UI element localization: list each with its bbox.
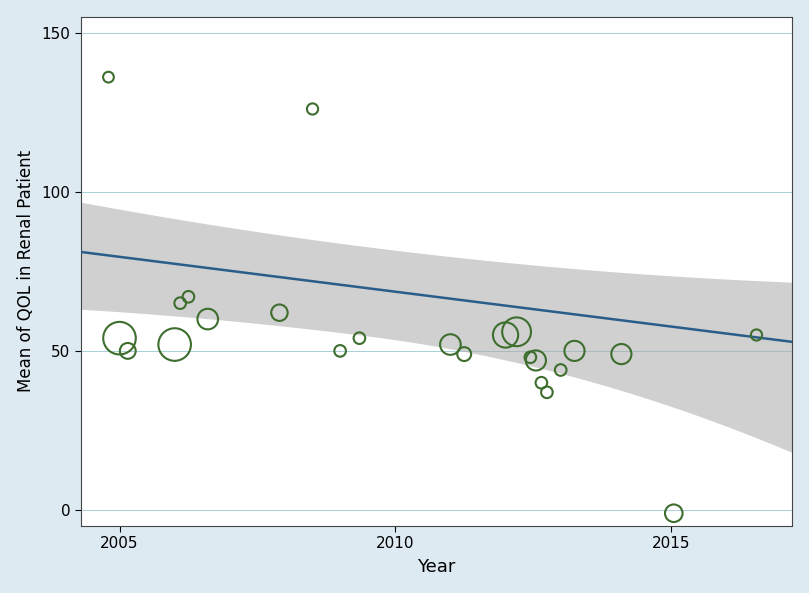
Point bbox=[554, 365, 567, 375]
Point bbox=[353, 333, 366, 343]
Point bbox=[750, 330, 763, 340]
Point bbox=[524, 352, 537, 362]
Point bbox=[529, 356, 542, 365]
Point bbox=[535, 378, 548, 387]
Point bbox=[540, 388, 553, 397]
Point bbox=[174, 298, 187, 308]
X-axis label: Year: Year bbox=[417, 559, 455, 576]
Point bbox=[201, 314, 214, 324]
Point bbox=[102, 72, 115, 82]
Point bbox=[568, 346, 581, 356]
Point bbox=[182, 292, 195, 301]
Point bbox=[333, 346, 346, 356]
Point bbox=[667, 508, 680, 518]
Point bbox=[113, 333, 126, 343]
Point bbox=[499, 330, 512, 340]
Point bbox=[306, 104, 319, 114]
Point bbox=[615, 349, 628, 359]
Point bbox=[510, 327, 523, 337]
Point bbox=[121, 346, 134, 356]
Point bbox=[273, 308, 286, 317]
Y-axis label: Mean of QOL in Renal Patient: Mean of QOL in Renal Patient bbox=[17, 150, 35, 393]
Point bbox=[458, 349, 471, 359]
Point bbox=[168, 340, 181, 349]
Point bbox=[444, 340, 457, 349]
